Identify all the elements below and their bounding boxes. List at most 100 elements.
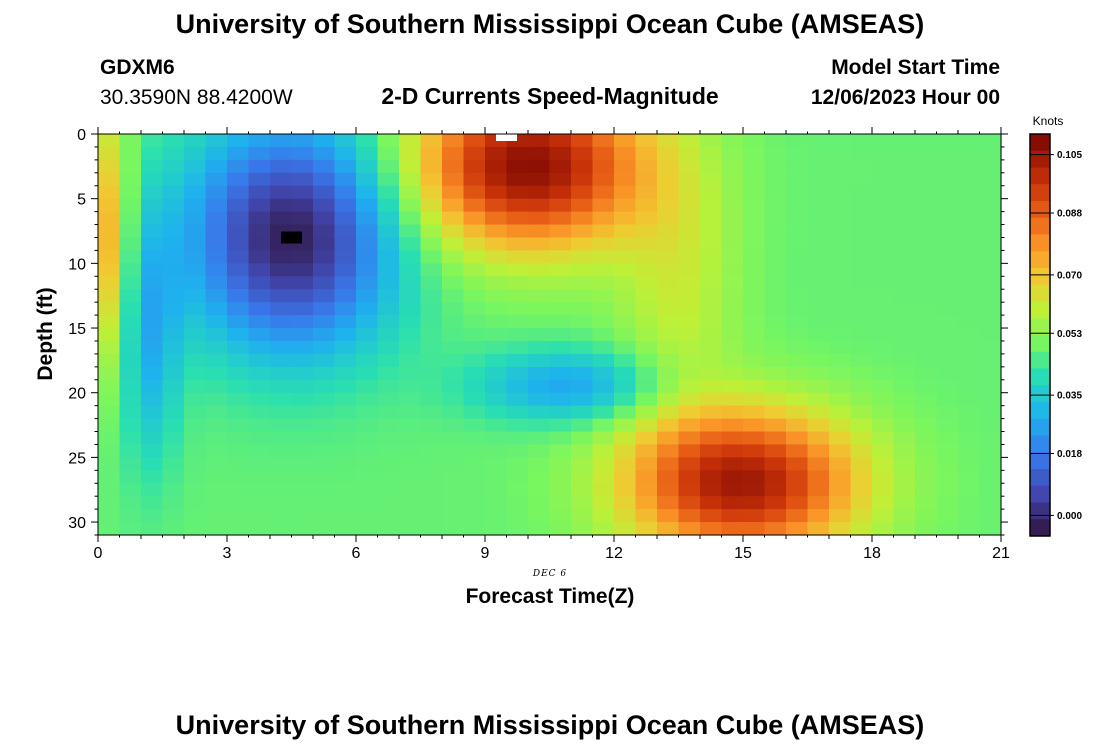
heatmap-cell — [334, 457, 357, 471]
heatmap-cell — [162, 522, 185, 536]
heatmap-cell — [700, 483, 723, 497]
heatmap-cell — [399, 134, 422, 148]
heatmap-cell — [872, 509, 895, 523]
heatmap-cell — [764, 509, 787, 523]
heatmap-cell — [807, 185, 830, 200]
heatmap-cell — [721, 366, 744, 381]
heatmap-cell — [98, 444, 121, 458]
heatmap-cell — [205, 198, 228, 213]
heatmap-cell — [958, 509, 981, 523]
heatmap-cell — [571, 302, 594, 316]
colorbar-segment — [1030, 385, 1050, 403]
heatmap-cell — [764, 366, 787, 381]
colorbar-segment — [1030, 485, 1050, 503]
heatmap-cell — [592, 470, 615, 484]
heatmap-cell — [850, 276, 873, 290]
heatmap-cell — [721, 134, 744, 148]
heatmap-cell — [678, 405, 701, 420]
heatmap-cell — [270, 353, 293, 368]
heatmap-cell — [291, 418, 314, 433]
heatmap-cell — [721, 444, 744, 458]
heatmap-cell — [915, 315, 938, 329]
heatmap-cell — [893, 509, 916, 523]
heatmap-cell — [657, 353, 680, 368]
x-axis-title: Forecast Time(Z) — [465, 585, 635, 608]
heatmap-cell — [528, 418, 551, 433]
heatmap-cell — [399, 522, 422, 536]
heatmap-cell — [872, 134, 895, 148]
heatmap-cell — [528, 522, 551, 536]
heatmap-cell — [592, 315, 615, 329]
heatmap-cell — [872, 522, 895, 536]
heatmap-cell — [377, 457, 400, 471]
heatmap-cell — [979, 509, 1002, 523]
heatmap-cell — [915, 250, 938, 264]
heatmap-cell — [915, 263, 938, 277]
heatmap-cell — [270, 134, 293, 148]
heatmap-cell — [571, 328, 594, 342]
heatmap-cell — [485, 444, 508, 458]
heatmap-cell — [979, 276, 1002, 290]
heatmap-cell — [721, 509, 744, 523]
heatmap-cell — [420, 159, 443, 174]
heatmap-cell — [872, 198, 895, 213]
heatmap-cell — [162, 198, 185, 213]
heatmap-cell — [872, 315, 895, 329]
heatmap-cell — [313, 289, 336, 303]
x-tick-label: 0 — [94, 545, 103, 562]
heatmap-cell — [571, 431, 594, 446]
heatmap-cell — [549, 302, 572, 316]
heatmap-cell — [614, 496, 637, 510]
heatmap-cell — [248, 185, 271, 200]
heatmap-cell — [678, 224, 701, 239]
heatmap-cell — [786, 211, 809, 226]
heatmap-cell — [248, 263, 271, 277]
heatmap-cell — [678, 522, 701, 536]
heatmap-cell — [958, 392, 981, 407]
heatmap-cell — [807, 276, 830, 290]
station-id: GDXM6 — [100, 56, 175, 79]
heatmap-cell — [678, 509, 701, 523]
heatmap-cell — [721, 250, 744, 264]
station-location: 30.3590N 88.4200W — [100, 86, 293, 109]
heatmap-cell — [657, 340, 680, 355]
heatmap-cell — [98, 289, 121, 303]
heatmap-cell — [463, 302, 486, 316]
heatmap-cell — [162, 224, 185, 239]
heatmap-cell — [807, 392, 830, 407]
heatmap-cell — [356, 483, 379, 497]
heatmap-cell — [334, 146, 357, 161]
heatmap-cell — [829, 211, 852, 226]
heatmap-cell — [399, 289, 422, 303]
heatmap-cell — [399, 276, 422, 290]
footer-title: University of Southern Mississippi Ocean… — [175, 710, 925, 740]
heatmap-cell — [893, 172, 916, 187]
heatmap-cell — [657, 444, 680, 458]
heatmap-cell — [764, 315, 787, 329]
heatmap-cell — [807, 379, 830, 394]
heatmap-cell — [786, 146, 809, 161]
heatmap-cell — [829, 250, 852, 264]
heatmap-cell — [377, 237, 400, 252]
heatmap-cell — [141, 509, 164, 523]
y-tick-label: 10 — [68, 256, 86, 273]
heatmap-cell — [270, 250, 293, 264]
heatmap-cell — [334, 340, 357, 355]
heatmap-cell — [356, 496, 379, 510]
heatmap-cell — [549, 340, 572, 355]
heatmap-cell — [377, 172, 400, 187]
heatmap-cell — [442, 379, 465, 394]
heatmap-cell — [635, 263, 658, 277]
heatmap-cell — [420, 340, 443, 355]
heatmap-cell — [979, 237, 1002, 252]
heatmap-cell — [98, 159, 121, 174]
heatmap-cell — [98, 134, 121, 148]
heatmap-cell — [184, 134, 207, 148]
heatmap-cell — [506, 185, 529, 200]
heatmap-cell — [420, 470, 443, 484]
heatmap-cell — [184, 146, 207, 161]
heatmap-cell — [377, 379, 400, 394]
heatmap-cell — [678, 302, 701, 316]
heatmap-cell — [463, 224, 486, 239]
heatmap-cell — [700, 379, 723, 394]
